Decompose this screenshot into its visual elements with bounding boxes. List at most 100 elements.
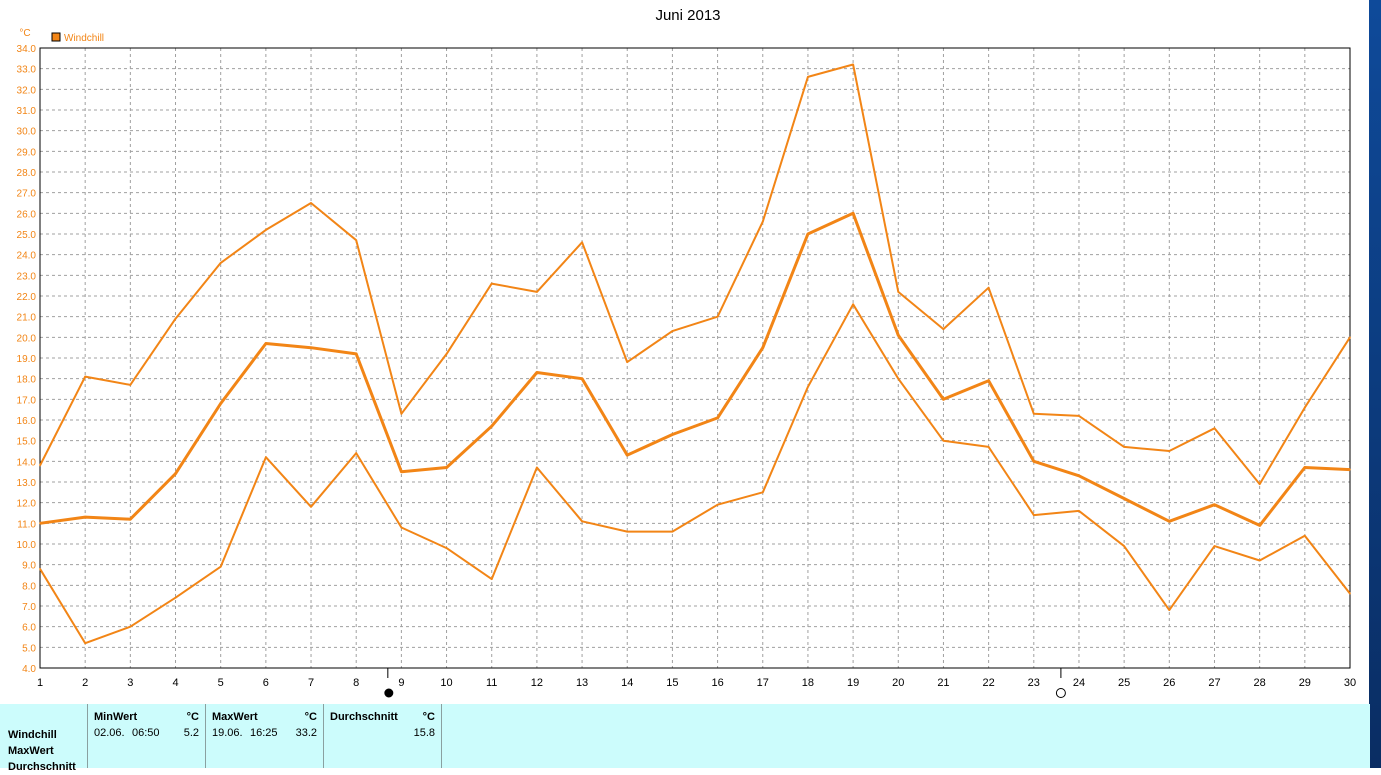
data-point-min [219,565,222,568]
y-axis-unit: °C [19,28,30,39]
data-point-avg [942,398,945,401]
data-point-min [626,530,629,533]
x-tick-label: 28 [1254,677,1266,689]
data-point-max [626,361,629,363]
min-value: 5.2 [183,727,199,739]
x-tick-label: 22 [982,677,994,689]
data-point-avg [987,379,990,382]
series-line-max [39,63,1351,486]
data-point-max [1258,483,1261,485]
data-point-min [671,530,674,533]
x-tick-label: 17 [757,677,769,689]
avg-header: Durchschnitt [330,711,398,723]
data-point-avg [174,472,177,475]
y-tick-label: 28.0 [17,168,37,179]
data-point-max [536,291,538,293]
data-point-avg [1258,524,1261,527]
y-tick-label: 8.0 [22,581,36,592]
y-tick-label: 22.0 [17,292,37,303]
y-tick-label: 14.0 [17,457,37,468]
y-tick-label: 30.0 [17,127,37,138]
data-point-min [1258,559,1261,562]
data-point-min [807,386,809,388]
data-point-avg [445,466,448,469]
data-point-max [1168,450,1171,452]
avg-unit: °C [422,711,435,723]
data-point-max [219,262,222,264]
y-tick-label: 29.0 [17,147,37,158]
data-point-max [400,413,403,415]
data-point-avg [265,342,267,345]
stats-avg-cell: Durchschnitt °C 15.8 [324,704,442,768]
x-tick-label: 14 [621,677,633,689]
y-tick-label: 19.0 [17,354,37,365]
data-point-max [1078,415,1080,417]
data-point-min [536,466,538,469]
data-point-max [39,464,41,467]
x-tick-label: 3 [127,677,133,689]
y-tick-label: 23.0 [17,271,37,282]
data-point-max [581,241,583,244]
data-point-max [84,375,86,378]
x-tick-label: 21 [937,677,949,689]
data-point-min [1078,510,1080,512]
max-value: 33.2 [295,727,317,739]
data-point-min [310,506,312,508]
max-unit: °C [304,711,317,723]
data-point-max [490,282,493,285]
y-tick-label: 20.0 [17,333,37,344]
y-tick-label: 7.0 [22,602,36,613]
y-tick-label: 18.0 [17,375,37,386]
x-tick-label: 20 [892,677,904,689]
y-tick-label: 25.0 [17,230,37,241]
series-line-min [39,303,1351,645]
min-time: 06:50 [132,727,160,739]
min-unit: °C [186,711,199,723]
y-tick-label: 15.0 [17,437,37,448]
data-point-min [84,642,86,644]
x-tick-label: 26 [1163,677,1175,689]
stats-panel: Windchill MaxWert Durchschnitt MinWert °… [0,704,1370,773]
data-point-avg [626,454,629,456]
stats-label-column [0,704,88,768]
data-point-max [1032,413,1035,415]
data-point-max [445,353,448,355]
chart-title: Juni 2013 [655,7,720,24]
x-tick-label: 4 [172,677,178,689]
data-point-avg [1078,475,1080,477]
y-tick-label: 10.0 [17,540,37,551]
data-point-avg [1213,503,1216,506]
data-point-max [355,239,358,241]
avg-value: 15.8 [413,727,435,739]
data-point-min [1032,514,1035,516]
data-point-avg [852,212,854,215]
x-tick-label: 30 [1344,677,1356,689]
stats-max-cell: MaxWert °C 19.06. 16:25 33.2 [206,704,324,768]
data-point-min [1168,609,1171,611]
y-tick-label: 17.0 [17,395,37,406]
data-point-max [265,229,267,231]
y-tick-label: 5.0 [22,643,36,654]
x-tick-label: 10 [440,677,452,689]
data-point-min [39,568,41,570]
data-point-min [265,456,267,459]
y-tick-label: 33.0 [17,65,37,76]
data-point-max [1123,446,1125,448]
x-tick-label: 13 [576,677,588,689]
data-point-avg [1304,466,1306,469]
data-point-max [942,328,945,330]
data-point-avg [897,334,900,337]
row-label-windchill: Windchill [8,729,57,741]
data-point-avg [219,402,222,405]
data-point-avg [716,417,719,419]
y-tick-label: 24.0 [17,251,37,262]
y-tick-label: 9.0 [22,561,36,572]
data-point-max [174,317,177,320]
x-tick-label: 15 [666,677,678,689]
data-point-avg [807,233,809,235]
data-point-max [671,330,674,332]
x-tick-label: 27 [1208,677,1220,689]
data-point-avg [1123,497,1125,500]
data-point-avg [355,353,358,355]
data-point-min [1213,545,1216,547]
